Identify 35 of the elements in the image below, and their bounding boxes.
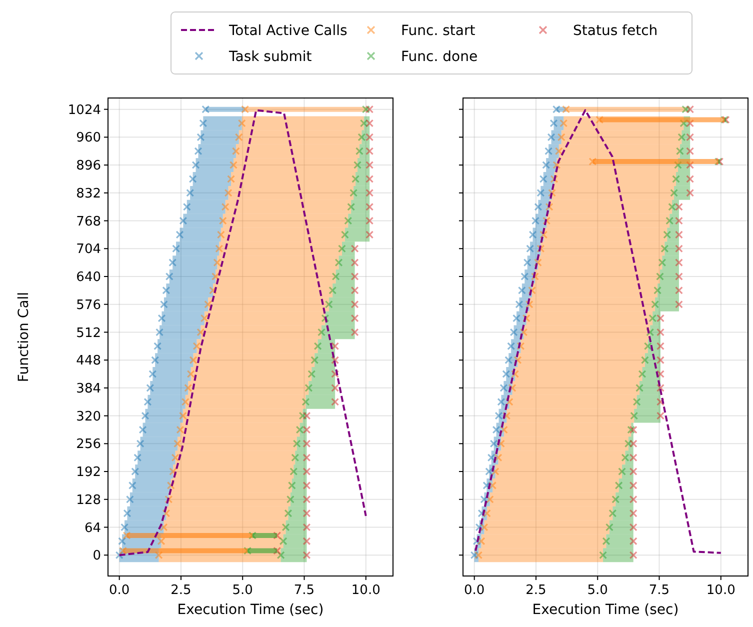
y-tick-label: 704 <box>76 242 101 258</box>
y-tick-label: 576 <box>76 298 101 313</box>
x-tick-label: 2.5 <box>170 583 192 598</box>
legend-label: Task submit <box>228 48 312 65</box>
y-tick-label: 512 <box>76 326 101 341</box>
y-tick-label: 128 <box>76 492 101 508</box>
y-tick-label: 832 <box>76 186 101 202</box>
x-tick-label: 7.5 <box>294 583 315 598</box>
legend-label: Func. start <box>401 22 476 39</box>
x-tick-label: 5.0 <box>232 583 253 598</box>
y-axis-title: Function Call <box>16 292 32 382</box>
y-tick-label: 320 <box>76 409 101 424</box>
x-tick-label: 10.0 <box>706 583 736 598</box>
x-tick-label: 2.5 <box>526 583 546 598</box>
y-tick-label: 192 <box>76 465 101 480</box>
y-tick-label: 256 <box>76 437 101 452</box>
y-tick-label: 448 <box>76 354 101 369</box>
y-tick-label: 640 <box>76 270 101 286</box>
x-tick-label: 10.0 <box>351 583 380 598</box>
x-tick-label: 0.0 <box>464 583 485 598</box>
x-axis-title: Execution Time (sec) <box>532 602 679 618</box>
y-tick-label: 1024 <box>68 102 101 118</box>
x-tick-label: 0.0 <box>108 583 130 598</box>
y-tick-label: 896 <box>76 158 101 174</box>
legend-label: Status fetch <box>573 22 658 39</box>
y-tick-label: 0 <box>92 548 101 564</box>
y-tick-label: 768 <box>76 214 101 230</box>
x-tick-label: 5.0 <box>587 583 608 598</box>
legend-label: Func. done <box>401 48 478 65</box>
x-tick-label: 7.5 <box>648 583 670 598</box>
y-tick-label: 64 <box>84 520 101 536</box>
legend-label: Total Active Calls <box>228 22 348 39</box>
y-tick-label: 384 <box>76 381 101 396</box>
x-axis-title: Execution Time (sec) <box>177 602 324 618</box>
y-tick-label: 960 <box>76 130 101 146</box>
